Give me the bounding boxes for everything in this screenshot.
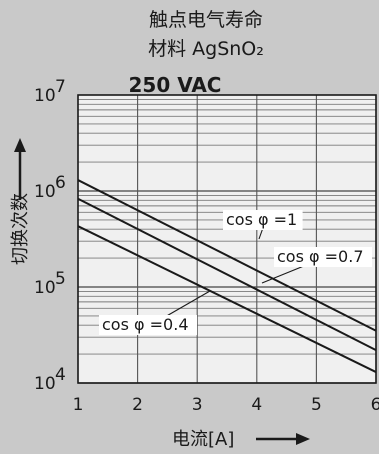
y-tick-base: 10 (34, 86, 56, 106)
y-tick-base: 10 (34, 278, 56, 298)
series-label-2: cos φ =0.7 (277, 247, 364, 266)
y-tick-exponent: 7 (55, 77, 66, 97)
y-axis-arrow (14, 138, 26, 200)
series-label-bg (223, 210, 303, 230)
y-tick-label: 10 5 (34, 269, 66, 298)
series-labels: cos φ =1 cos φ =0.7 cos φ =0.4 (99, 210, 372, 335)
y-tick-label: 10 4 (34, 365, 66, 394)
series-line-1 (77, 179, 377, 332)
x-axis-arrow (256, 433, 310, 445)
plot-frame (77, 94, 377, 384)
x-axis-label: 电流[A] (172, 429, 234, 450)
series-line-2 (77, 197, 377, 352)
voltage-label: 250 VAC (129, 73, 222, 97)
chart-subtitle: 材料 AgSnO₂ (148, 38, 264, 60)
y-tick-base: 10 (34, 182, 56, 202)
y-axis-label: 切换次数 (10, 193, 31, 265)
x-tick-label: 5 (311, 395, 322, 415)
series-label-bg (99, 315, 197, 335)
series-label-1: cos φ =1 (226, 210, 297, 229)
plot-area (78, 95, 376, 383)
x-tick-label: 3 (192, 395, 203, 415)
series-lines (77, 179, 377, 373)
y-tick-base: 10 (34, 374, 56, 394)
y-tick-label: 10 7 (34, 77, 66, 106)
series-line-3 (77, 225, 377, 373)
y-tick-exponent: 5 (55, 269, 66, 289)
series-label-3: cos φ =0.4 (102, 315, 189, 334)
x-tick-label: 4 (251, 395, 262, 415)
series-label-bg (274, 247, 372, 267)
x-tick-label: 6 (371, 395, 379, 415)
x-tick-label: 1 (73, 395, 84, 415)
x-tick-labels: 1 2 3 4 5 6 (73, 395, 379, 415)
y-tick-label: 10 6 (34, 173, 66, 202)
y-tick-exponent: 6 (55, 173, 66, 193)
y-tick-exponent: 4 (55, 365, 66, 385)
x-tick-label: 2 (132, 395, 143, 415)
chart-title: 触点电气寿命 (149, 9, 263, 31)
